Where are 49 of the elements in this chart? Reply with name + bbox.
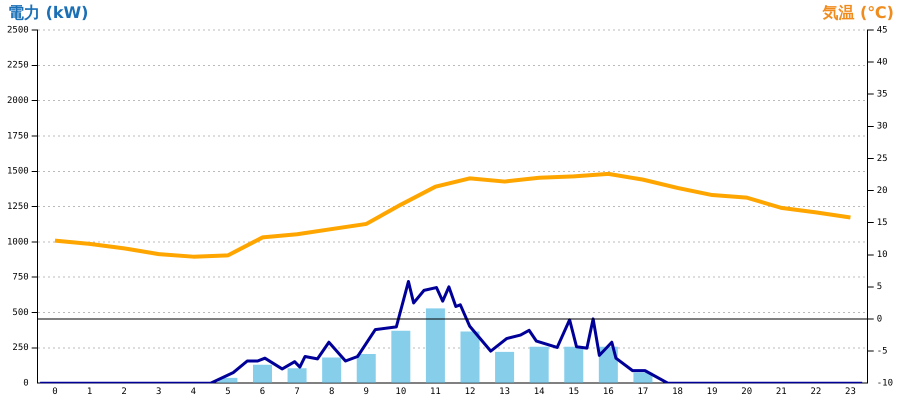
x-tick-label: 11 [430, 386, 441, 397]
x-tick-label: 10 [395, 386, 406, 397]
y-tick-label: 2000 [6, 96, 29, 106]
y-tick-label: 1250 [6, 202, 29, 212]
y2-tick-label: 5 [876, 282, 882, 292]
x-tick-label: 12 [464, 386, 476, 397]
x-tick-label: 17 [638, 386, 648, 397]
y2-tick-label: -5 [876, 346, 888, 356]
x-tick-label: 23 [845, 386, 856, 397]
x-tick-label: 9 [364, 386, 369, 397]
x-tick-label: 20 [741, 386, 752, 397]
x-tick-label: 22 [810, 386, 822, 397]
x-tick-label: 4 [190, 386, 196, 397]
y-tick-label: 0 [23, 378, 29, 389]
y2-tick-label: 15 [876, 218, 888, 228]
y-tick-label: 750 [12, 272, 29, 283]
y-tick-label: 1500 [6, 166, 29, 177]
y2-tick-label: 20 [876, 186, 888, 196]
y-tick-label: 250 [12, 343, 29, 354]
y2-tick-label: 30 [876, 122, 888, 132]
x-tick-label: 16 [602, 386, 614, 397]
x-tick-label: 14 [534, 386, 545, 397]
x-tick-label: 3 [156, 386, 162, 397]
y2-tick-label: 0 [876, 314, 882, 324]
x-tick-label: 15 [568, 386, 580, 397]
y2-axis-title: 気温 (℃) [821, 3, 894, 22]
x-tick-label: 13 [499, 386, 510, 397]
y-tick-label: 2250 [6, 60, 29, 71]
y-tick-label: 2500 [6, 25, 29, 36]
x-tick-label: 5 [225, 386, 231, 397]
x-tick-label: 21 [776, 386, 787, 397]
x-tick-label: 6 [260, 386, 266, 397]
x-tick-label: 8 [328, 386, 334, 397]
y-axis-title: 電力 (kW) [8, 3, 88, 22]
x-tick-label: 18 [672, 386, 683, 397]
y2-tick-label: 25 [876, 154, 888, 164]
y2-tick-label: -10 [876, 378, 894, 389]
x-tick-label: 19 [706, 386, 718, 397]
y-tick-label: 1750 [6, 131, 29, 142]
x-tick-label: 0 [52, 386, 58, 397]
x-tick-label: 7 [294, 386, 300, 397]
y2-tick-label: 45 [876, 25, 888, 36]
y2-tick-label: 10 [876, 250, 888, 260]
x-tick-label: 2 [121, 386, 127, 397]
y2-tick-label: 40 [876, 57, 888, 68]
y-tick-label: 1000 [6, 237, 29, 248]
y2-tick-label: 35 [876, 90, 888, 100]
y-tick-label: 500 [12, 308, 29, 318]
x-tick-label: 1 [86, 386, 92, 397]
